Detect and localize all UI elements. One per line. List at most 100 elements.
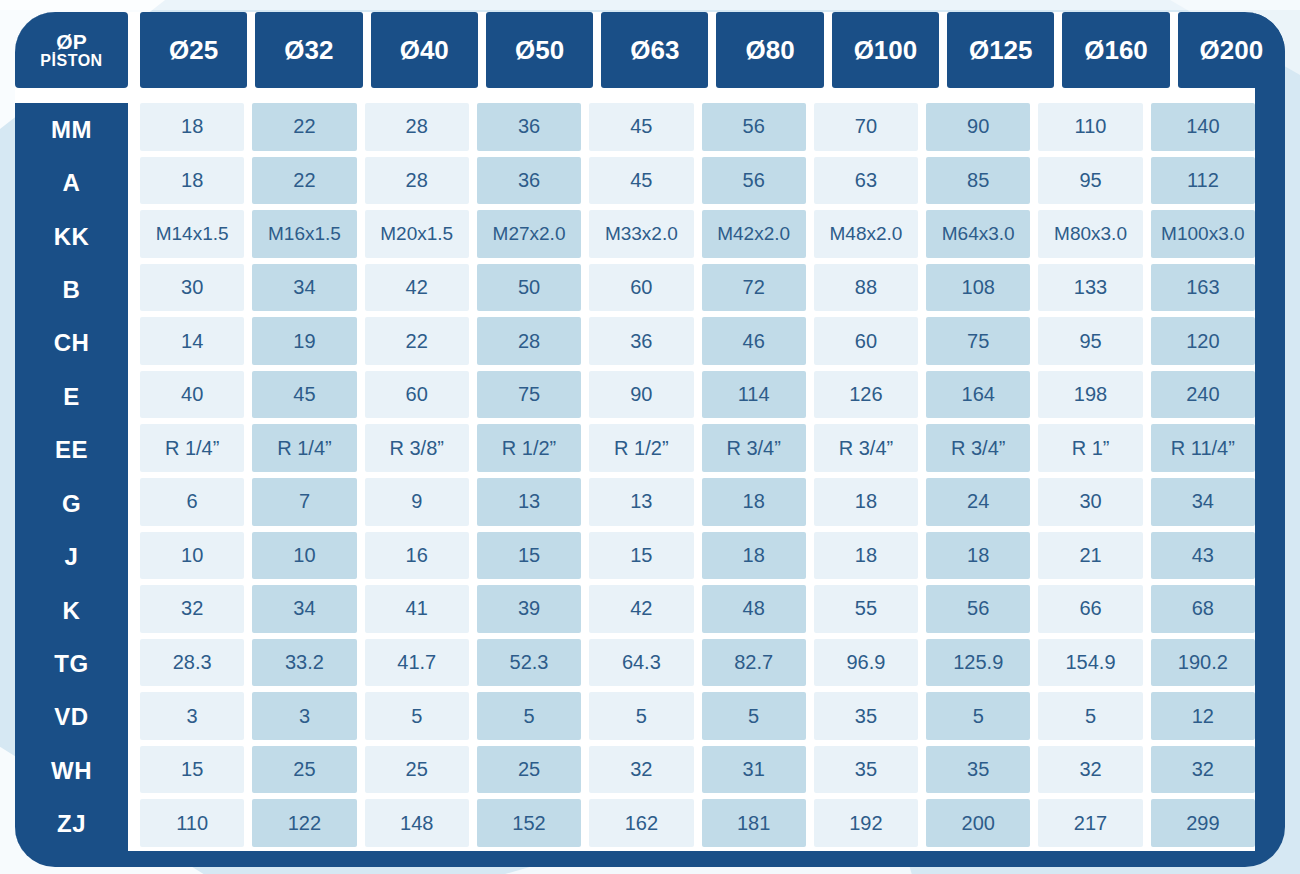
column-header-8: Ø125 [947, 12, 1054, 88]
row-label-mm: MM [15, 103, 128, 156]
cell-g-ø125: 24 [926, 478, 1030, 526]
cell-j-ø160: 21 [1038, 532, 1142, 580]
cell-kk-ø32: M16x1.5 [252, 210, 356, 258]
cell-e-ø40: 60 [365, 371, 469, 419]
cell-ee-ø80: R 3/4” [702, 424, 806, 472]
row-label-zj: ZJ [15, 797, 128, 850]
row-label-vd: VD [15, 691, 128, 744]
cell-j-ø40: 16 [365, 532, 469, 580]
cell-g-ø200: 34 [1151, 478, 1255, 526]
cell-b-ø200: 163 [1151, 264, 1255, 312]
cell-tg-ø25: 28.3 [140, 639, 244, 687]
cell-tg-ø80: 82.7 [702, 639, 806, 687]
cell-zj-ø25: 110 [140, 799, 244, 847]
cell-a-ø50: 36 [477, 157, 581, 205]
cell-g-ø32: 7 [252, 478, 356, 526]
cell-mm-ø125: 90 [926, 103, 1030, 151]
cell-wh-ø40: 25 [365, 746, 469, 794]
cell-kk-ø40: M20x1.5 [365, 210, 469, 258]
row-label-wh: WH [15, 744, 128, 797]
cell-tg-ø63: 64.3 [589, 639, 693, 687]
row-label-e: E [15, 370, 128, 423]
cell-mm-ø100: 70 [814, 103, 918, 151]
cell-kk-ø25: M14x1.5 [140, 210, 244, 258]
cell-b-ø160: 133 [1038, 264, 1142, 312]
cell-vd-ø100: 35 [814, 692, 918, 740]
cell-wh-ø32: 25 [252, 746, 356, 794]
cell-zj-ø40: 148 [365, 799, 469, 847]
cell-ee-ø32: R 1/4” [252, 424, 356, 472]
cell-a-ø200: 112 [1151, 157, 1255, 205]
cell-k-ø50: 39 [477, 585, 581, 633]
cell-tg-ø32: 33.2 [252, 639, 356, 687]
cell-mm-ø160: 110 [1038, 103, 1142, 151]
row-label-b: B [15, 263, 128, 316]
cell-mm-ø63: 45 [589, 103, 693, 151]
cell-e-ø80: 114 [702, 371, 806, 419]
cell-e-ø63: 90 [589, 371, 693, 419]
cell-mm-ø80: 56 [702, 103, 806, 151]
cell-tg-ø50: 52.3 [477, 639, 581, 687]
cell-kk-ø63: M33x2.0 [589, 210, 693, 258]
cell-wh-ø200: 32 [1151, 746, 1255, 794]
cell-kk-ø125: M64x3.0 [926, 210, 1030, 258]
cell-vd-ø50: 5 [477, 692, 581, 740]
cell-e-ø50: 75 [477, 371, 581, 419]
cell-k-ø32: 34 [252, 585, 356, 633]
cell-ee-ø50: R 1/2” [477, 424, 581, 472]
cell-tg-ø200: 190.2 [1151, 639, 1255, 687]
page-background: ØP PİSTON Ø25Ø32Ø40Ø50Ø63Ø80Ø100Ø125Ø160… [0, 0, 1300, 874]
column-header-1: Ø25 [140, 12, 247, 88]
cell-k-ø200: 68 [1151, 585, 1255, 633]
cell-k-ø80: 48 [702, 585, 806, 633]
cell-k-ø100: 55 [814, 585, 918, 633]
cell-kk-ø200: M100x3.0 [1151, 210, 1255, 258]
column-header-4: Ø50 [486, 12, 593, 88]
cell-ee-ø125: R 3/4” [926, 424, 1030, 472]
cell-ch-ø32: 19 [252, 317, 356, 365]
cell-e-ø32: 45 [252, 371, 356, 419]
cell-b-ø40: 42 [365, 264, 469, 312]
cell-g-ø50: 13 [477, 478, 581, 526]
cell-j-ø50: 15 [477, 532, 581, 580]
cell-kk-ø100: M48x2.0 [814, 210, 918, 258]
corner-header-line1: ØP [56, 31, 86, 53]
cell-wh-ø100: 35 [814, 746, 918, 794]
cell-zj-ø80: 181 [702, 799, 806, 847]
cell-ee-ø25: R 1/4” [140, 424, 244, 472]
cell-mm-ø50: 36 [477, 103, 581, 151]
cell-mm-ø32: 22 [252, 103, 356, 151]
cell-ee-ø160: R 1” [1038, 424, 1142, 472]
cell-a-ø25: 18 [140, 157, 244, 205]
cell-ee-ø40: R 3/8” [365, 424, 469, 472]
cell-tg-ø125: 125.9 [926, 639, 1030, 687]
cell-kk-ø80: M42x2.0 [702, 210, 806, 258]
cell-zj-ø160: 217 [1038, 799, 1142, 847]
cell-zj-ø63: 162 [589, 799, 693, 847]
row-label-k: K [15, 584, 128, 637]
cell-ch-ø125: 75 [926, 317, 1030, 365]
table-body: 1822283645567090110140182228364556638595… [140, 103, 1255, 847]
row-label-j: J [15, 530, 128, 583]
cell-e-ø200: 240 [1151, 371, 1255, 419]
cell-kk-ø160: M80x3.0 [1038, 210, 1142, 258]
cell-ch-ø160: 95 [1038, 317, 1142, 365]
cell-j-ø32: 10 [252, 532, 356, 580]
cell-j-ø25: 10 [140, 532, 244, 580]
cell-vd-ø63: 5 [589, 692, 693, 740]
cell-tg-ø160: 154.9 [1038, 639, 1142, 687]
cell-j-ø63: 15 [589, 532, 693, 580]
cell-g-ø80: 18 [702, 478, 806, 526]
cell-g-ø25: 6 [140, 478, 244, 526]
cell-zj-ø32: 122 [252, 799, 356, 847]
cell-ch-ø100: 60 [814, 317, 918, 365]
cell-k-ø160: 66 [1038, 585, 1142, 633]
cell-wh-ø125: 35 [926, 746, 1030, 794]
cell-wh-ø80: 31 [702, 746, 806, 794]
cell-e-ø160: 198 [1038, 371, 1142, 419]
cell-vd-ø25: 3 [140, 692, 244, 740]
cell-wh-ø63: 32 [589, 746, 693, 794]
cell-wh-ø160: 32 [1038, 746, 1142, 794]
cell-b-ø125: 108 [926, 264, 1030, 312]
cell-mm-ø200: 140 [1151, 103, 1255, 151]
